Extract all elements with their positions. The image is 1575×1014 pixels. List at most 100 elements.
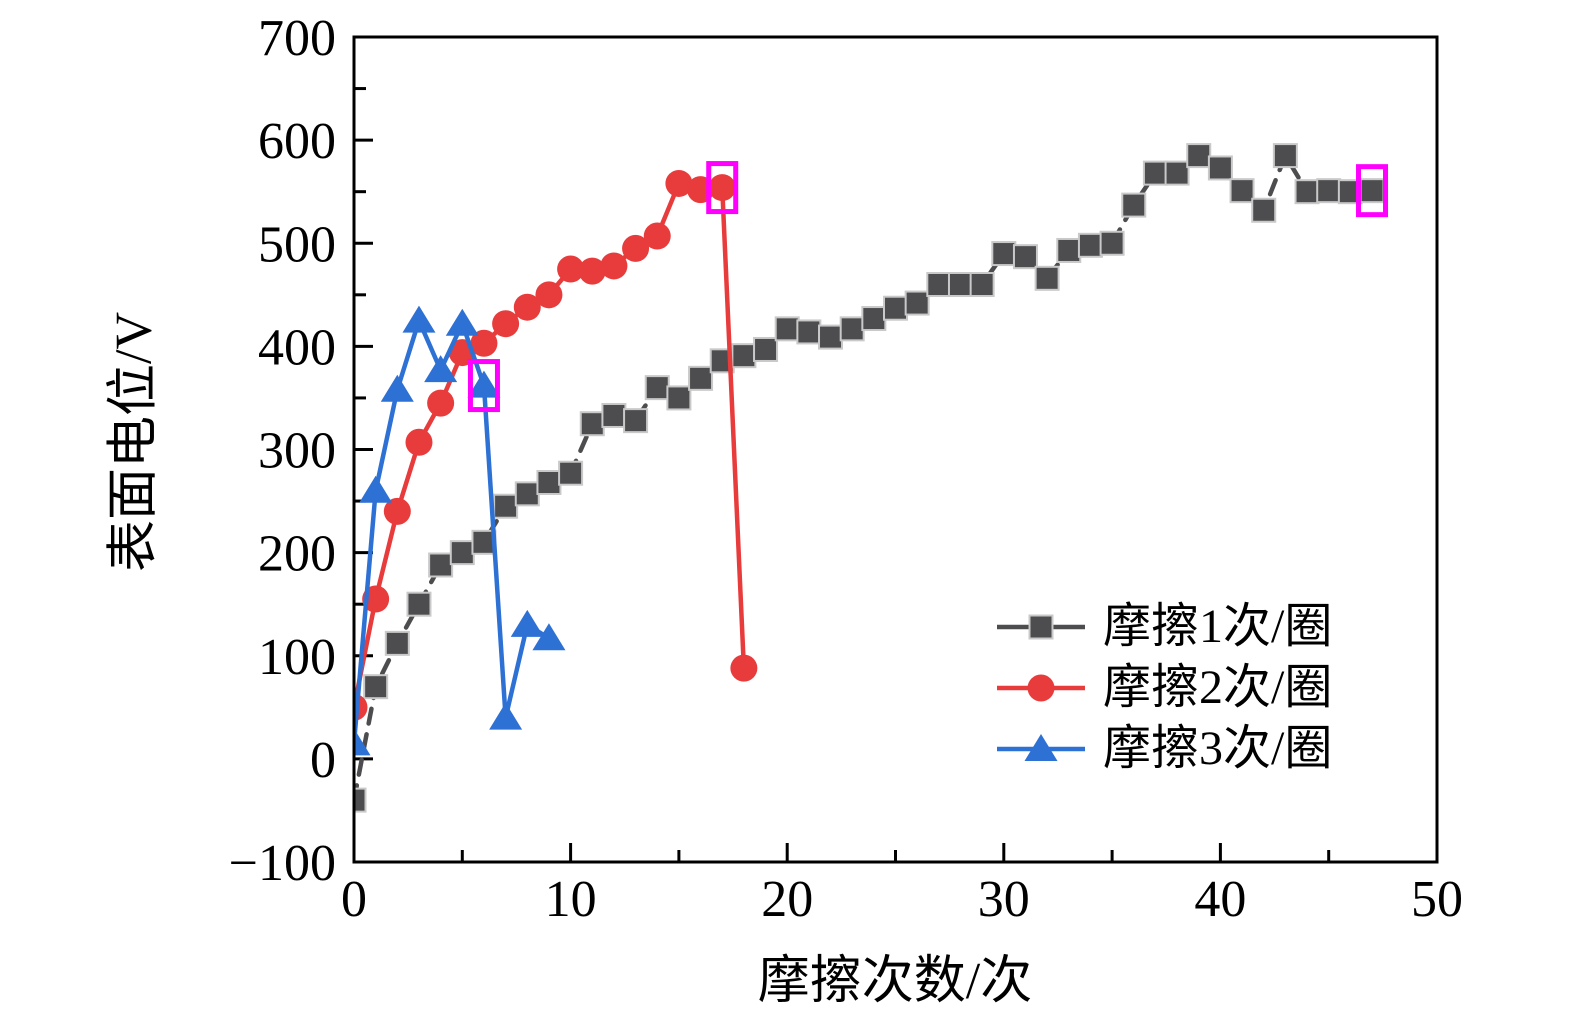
series-摩擦3次/圈 <box>353 305 566 756</box>
square-marker <box>1164 160 1190 186</box>
triangle-marker <box>467 370 501 398</box>
x-tick-label: 0 <box>341 871 367 928</box>
square-marker <box>1294 179 1320 205</box>
y-tick-label: 600 <box>258 113 336 170</box>
circle-marker <box>578 257 606 285</box>
square-marker <box>493 493 519 519</box>
x-tick-label: 40 <box>1194 871 1246 928</box>
square-marker <box>839 316 865 342</box>
square-marker <box>1142 160 1168 186</box>
square-marker <box>947 272 973 297</box>
square-marker <box>558 460 584 486</box>
circle-marker <box>665 169 693 197</box>
square-marker <box>1186 143 1212 169</box>
square-marker-icon <box>997 614 1085 639</box>
square-marker <box>623 408 649 434</box>
triangle-marker <box>445 308 479 336</box>
legend-item-series-3: 摩擦3次/圈 <box>995 718 1332 779</box>
square-marker <box>579 411 605 437</box>
circle-marker <box>730 654 758 682</box>
square-marker <box>1316 178 1342 204</box>
x-tick-label: 10 <box>545 871 597 928</box>
square-marker <box>514 481 540 507</box>
series-摩擦2次/圈 <box>353 169 758 721</box>
y-axis-title: 表面电位/V <box>105 311 163 573</box>
triangle-marker <box>510 609 544 637</box>
square-marker <box>601 402 627 428</box>
square-marker <box>753 336 779 362</box>
x-axis-title: 摩擦次数/次 <box>757 953 1033 1010</box>
square-marker <box>1229 178 1255 204</box>
x-tick-label: 30 <box>978 871 1030 928</box>
square-marker <box>991 241 1017 267</box>
legend-item-series-2: 摩擦2次/圈 <box>995 657 1332 718</box>
square-marker <box>1028 614 1054 639</box>
square-marker <box>1034 265 1060 291</box>
triangle-marker <box>380 374 414 402</box>
y-tick-label: 700 <box>258 10 336 67</box>
x-tick-label: 20 <box>761 871 813 928</box>
square-marker <box>449 540 475 566</box>
triangle-marker <box>532 623 566 651</box>
axes-spines <box>352 35 1439 864</box>
highlight-box <box>706 161 739 215</box>
series-摩擦1次/圈 <box>353 143 1385 813</box>
square-marker <box>1056 237 1082 263</box>
square-marker <box>731 343 757 369</box>
triangle-marker <box>1024 733 1058 761</box>
circle-marker <box>622 234 650 262</box>
circle-marker <box>470 329 498 357</box>
square-marker <box>428 552 454 578</box>
square-marker <box>363 674 389 700</box>
y-tick-label: 0 <box>310 732 336 789</box>
square-marker <box>666 385 692 411</box>
circle-marker <box>427 389 455 417</box>
circle-marker <box>513 293 541 321</box>
legend: 摩擦1次/圈 摩擦2次/圈 摩擦3次/圈 <box>995 596 1332 779</box>
square-marker <box>1251 197 1277 223</box>
triangle-marker-icon <box>997 733 1085 761</box>
square-marker <box>1012 244 1038 270</box>
x-tick-labels: 0 10 20 30 40 50 <box>341 871 1463 928</box>
circle-marker <box>383 497 411 525</box>
square-marker <box>384 630 410 656</box>
y-tick-label: −100 <box>229 835 336 892</box>
square-marker <box>1099 230 1125 256</box>
triangle-marker <box>353 728 371 756</box>
series-line <box>353 314 552 746</box>
square-marker <box>969 272 995 297</box>
square-marker <box>861 306 887 332</box>
square-marker <box>1077 232 1103 258</box>
y-tick-labels: −100 0 100 200 300 400 500 600 700 <box>229 10 336 892</box>
square-marker <box>1121 192 1147 218</box>
square-marker <box>883 295 908 321</box>
highlight-boxes <box>467 161 1389 413</box>
legend-label-series-1: 摩擦1次/圈 <box>1103 599 1333 653</box>
square-marker <box>644 375 670 401</box>
y-tick-label: 500 <box>258 216 336 273</box>
circle-marker <box>405 428 433 456</box>
square-marker <box>926 272 952 297</box>
circle-marker-icon <box>997 674 1085 701</box>
legend-label-series-2: 摩擦2次/圈 <box>1103 660 1333 714</box>
square-marker <box>904 290 930 316</box>
square-marker <box>774 316 800 342</box>
circle-marker <box>557 255 585 283</box>
x-tick-label: 50 <box>1411 871 1463 928</box>
square-marker <box>688 365 714 391</box>
y-tick-label: 300 <box>258 423 336 480</box>
triangle-marker <box>489 702 523 730</box>
square-marker <box>536 470 562 495</box>
triangle-marker <box>402 305 436 333</box>
y-tick-label: 400 <box>258 319 336 376</box>
y-tick-label: 100 <box>258 629 336 686</box>
square-marker <box>406 591 432 617</box>
square-marker <box>1207 155 1233 181</box>
circle-marker <box>1027 674 1055 701</box>
circle-marker <box>535 281 563 309</box>
highlight-box <box>467 359 500 413</box>
triangle-marker <box>359 475 393 503</box>
circle-marker <box>643 222 671 250</box>
